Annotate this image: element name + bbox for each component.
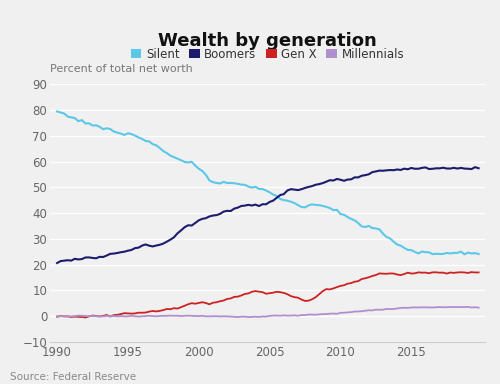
Text: Percent of total net worth: Percent of total net worth: [50, 64, 193, 74]
Title: Wealth by generation: Wealth by generation: [158, 31, 377, 50]
Text: Source: Federal Reserve: Source: Federal Reserve: [10, 372, 136, 382]
Legend: Silent, Boomers, Gen X, Millennials: Silent, Boomers, Gen X, Millennials: [126, 43, 409, 65]
